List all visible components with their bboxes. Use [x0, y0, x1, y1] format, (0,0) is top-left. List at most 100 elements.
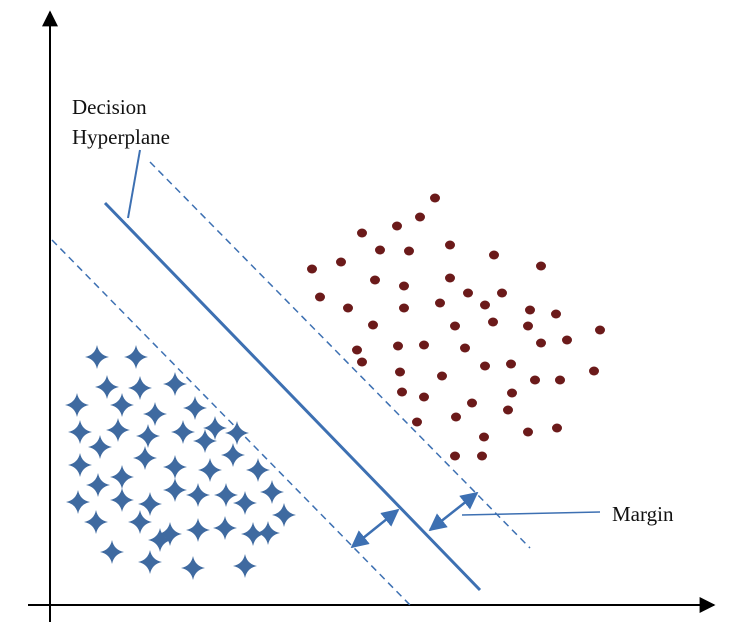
star: [128, 376, 152, 400]
dot: [552, 423, 562, 433]
dot: [489, 250, 499, 260]
dot: [595, 325, 605, 335]
dot: [523, 321, 533, 331]
dot: [536, 338, 546, 348]
margin-arrow: [350, 508, 400, 549]
dot: [450, 321, 460, 331]
star: [88, 435, 112, 459]
dot: [399, 303, 409, 313]
dot: [460, 343, 470, 353]
dot: [497, 288, 507, 298]
dot: [506, 359, 516, 369]
dot: [404, 246, 414, 256]
dot: [336, 257, 346, 267]
decision-label: Decision: [72, 95, 147, 119]
dot: [445, 240, 455, 250]
axes: [28, 10, 716, 622]
star: [198, 458, 222, 482]
dot: [352, 345, 362, 355]
dot: [412, 417, 422, 427]
star: [246, 458, 270, 482]
dot: [467, 398, 477, 408]
dot: [399, 281, 409, 291]
star: [138, 550, 162, 574]
star: [233, 491, 257, 515]
dot: [551, 309, 561, 319]
star: [100, 540, 124, 564]
star: [133, 446, 157, 470]
star: [203, 416, 227, 440]
star: [110, 393, 134, 417]
dot: [357, 357, 367, 367]
dot: [445, 273, 455, 283]
lower-margin: [51, 239, 411, 606]
dot: [307, 264, 317, 274]
star: [106, 418, 130, 442]
class-b: [65, 345, 296, 580]
star: [163, 372, 187, 396]
star: [158, 522, 182, 546]
decision-label: Hyperplane: [72, 125, 170, 149]
label-pointer: [127, 149, 141, 219]
star: [143, 402, 167, 426]
star: [128, 510, 152, 534]
dot: [480, 300, 490, 310]
margin-arrow: [428, 491, 479, 532]
dot: [507, 388, 517, 398]
dot: [343, 303, 353, 313]
star: [84, 510, 108, 534]
star: [186, 483, 210, 507]
dot: [437, 371, 447, 381]
dot: [370, 275, 380, 285]
hyperplane: [103, 201, 482, 592]
star: [213, 516, 237, 540]
star: [163, 478, 187, 502]
dot: [451, 412, 461, 422]
dot: [555, 375, 565, 385]
dot: [477, 451, 487, 461]
star: [163, 455, 187, 479]
dot: [589, 366, 599, 376]
dot: [368, 320, 378, 330]
star: [225, 421, 249, 445]
class-a: [307, 193, 605, 461]
star: [136, 424, 160, 448]
star: [181, 556, 205, 580]
upper-margin: [149, 161, 531, 549]
dot: [315, 292, 325, 302]
dot: [530, 375, 540, 385]
dot: [419, 392, 429, 402]
star: [171, 420, 195, 444]
margin-label: Margin: [612, 502, 674, 526]
star: [193, 429, 217, 453]
dot: [536, 261, 546, 271]
margin-pointer: [461, 511, 601, 516]
star: [256, 521, 280, 545]
star: [214, 483, 238, 507]
star: [186, 518, 210, 542]
star: [65, 393, 89, 417]
star: [221, 443, 245, 467]
dot: [357, 228, 367, 238]
dot: [479, 432, 489, 442]
star: [86, 473, 110, 497]
star: [272, 503, 296, 527]
dot: [419, 340, 429, 350]
star: [233, 554, 257, 578]
dot: [393, 341, 403, 351]
dot: [562, 335, 572, 345]
dot: [503, 405, 513, 415]
dot: [375, 245, 385, 255]
star: [110, 465, 134, 489]
star: [124, 345, 148, 369]
star: [110, 488, 134, 512]
star: [241, 522, 265, 546]
star: [260, 480, 284, 504]
dot: [435, 298, 445, 308]
dot: [525, 305, 535, 315]
dot: [397, 387, 407, 397]
star: [183, 396, 207, 420]
star: [148, 528, 172, 552]
